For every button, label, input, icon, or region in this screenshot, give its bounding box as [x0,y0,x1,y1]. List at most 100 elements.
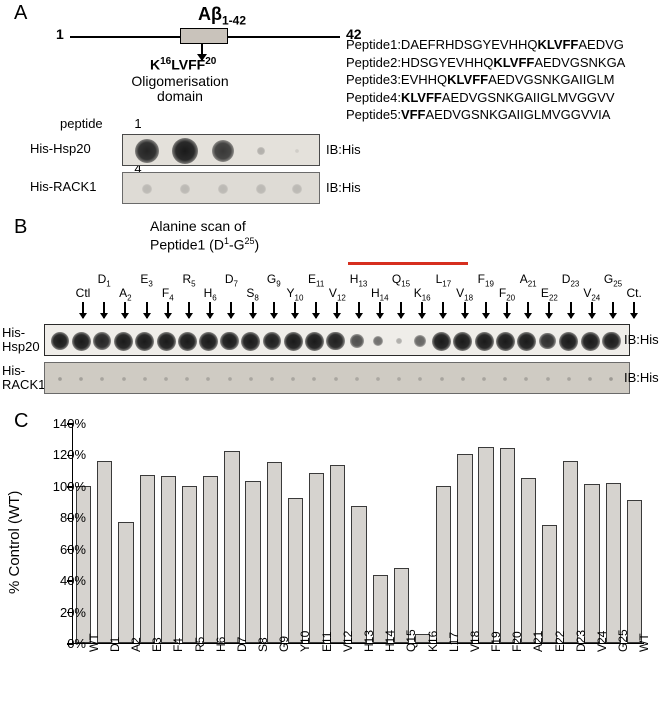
blot-spot [453,332,472,351]
arrow-icon [400,302,402,318]
blot-spot [482,377,486,381]
arrow-icon [506,302,508,318]
scan-bottom-label: E22 [534,286,564,302]
x-tick-label: D7 [235,637,249,652]
blot-spot [373,336,384,347]
chart-bar [436,486,451,643]
arrow-icon [421,302,423,318]
ab-title: Aβ1-42 [198,4,246,28]
blot-spot [249,377,253,381]
x-tick-label: H13 [362,630,376,652]
blot-spot [312,377,316,381]
y-tick-label: 80% [42,510,86,525]
x-tick-label: S8 [256,637,270,652]
blot-spot [396,338,402,344]
arrow-icon [273,302,275,318]
blot-spot [602,332,621,351]
blot-spot [218,184,228,194]
blot-spot [496,332,515,351]
peptide-entry: Peptide2:HDSGYEVHHQKLVFFAEDVGSNKGA [346,54,625,72]
y-tick-label: 140% [42,416,86,431]
chart-bar [478,447,493,643]
chart-bar [351,506,366,643]
scan-bottom-label: F4 [153,286,183,302]
arrow-icon [315,302,317,318]
chart-bar [584,484,599,643]
blot-spot [355,377,359,381]
scan-bottom-label: K16 [407,286,437,302]
peptide-entry: Peptide5:VFFAEDVGSNKGAIIGLMVGGVVIA [346,106,625,124]
chart-y-axis-label: % Control (WT) [6,491,23,594]
blot-spot [539,333,556,350]
x-tick-label: G9 [277,636,291,652]
chart-bar [140,475,155,643]
x-tick-label: V12 [341,631,355,652]
y-tick-label: 100% [42,479,86,494]
blot-spot [135,139,159,163]
blot-spot [326,332,344,350]
blot-spot [257,147,265,155]
panel-a-label: A [14,2,27,25]
panel-c: C % Control (WT) 0%20%40%60%80%100%120%1… [0,414,664,726]
scan-bottom-label: A2 [110,286,140,302]
chart-bar [97,461,112,643]
blot-spot [295,149,299,153]
chart-bar [224,451,239,643]
blot-spot [559,332,578,351]
y-tick-label: 0% [42,636,86,651]
arrow-icon [336,302,338,318]
y-tick-label: 40% [42,573,86,588]
scan-bottom-label: V12 [322,286,352,302]
arrow-icon [633,302,635,318]
x-tick-label: E22 [553,631,567,652]
blot-spot [418,377,422,381]
x-tick-label: L17 [447,632,461,652]
x-tick-label: V24 [595,631,609,652]
peptide-list: Peptide1:DAEFRHDSGYEVHHQKLVFFAEDVGPeptid… [346,36,625,124]
blot-row-label: His-Hsp20 [2,326,42,355]
blot-spot [157,332,176,351]
x-tick-label: WT [637,633,651,652]
blot-spot [524,377,528,381]
arrow-icon [485,302,487,318]
blot-spot [122,377,126,381]
peptide-entry: Peptide1:DAEFRHDSGYEVHHQKLVFFAEDVG [346,36,625,54]
blot-spot [51,332,70,351]
arrow-icon [442,302,444,318]
blot-spot [100,377,104,381]
blot-spot [284,332,303,351]
y-tick-label: 120% [42,447,86,462]
blot-spot [178,332,197,351]
chart-bar [309,473,324,643]
blot-spot [263,332,282,351]
blot-spot [228,377,232,381]
blot-spot [397,377,401,381]
blot-spot [79,377,83,381]
arrow-icon [167,302,169,318]
blot-spot [291,377,295,381]
arrow-icon [103,302,105,318]
chart-bar [521,478,536,643]
x-tick-label: H6 [214,637,228,652]
blot-strip [122,134,320,166]
peptide-entry: Peptide4:KLVFFAEDVGSNKGAIIGLMVGGVV [346,89,625,107]
peptide-lane-header: peptide [60,116,103,131]
residue-1-label: 1 [56,26,64,42]
scan-bottom-label: V18 [450,286,480,302]
scan-bottom-label: S8 [238,286,268,302]
chart-bar [627,500,642,643]
chart-bar [161,476,176,643]
chart-bar [203,476,218,643]
y-tick-label: 60% [42,542,86,557]
blot-spot [292,184,302,194]
blot-spot [93,332,111,350]
arrow-icon [146,302,148,318]
x-tick-label: D1 [108,637,122,652]
blot-spot [143,377,147,381]
chart-bar [182,486,197,643]
x-tick-label: Q15 [404,629,418,652]
scan-bottom-label: V24 [577,286,607,302]
alanine-scan-subtitle: Peptide1 (D1-G25) [150,236,259,253]
ib-label: IB:His [326,180,361,195]
y-tick-label: 20% [42,605,86,620]
